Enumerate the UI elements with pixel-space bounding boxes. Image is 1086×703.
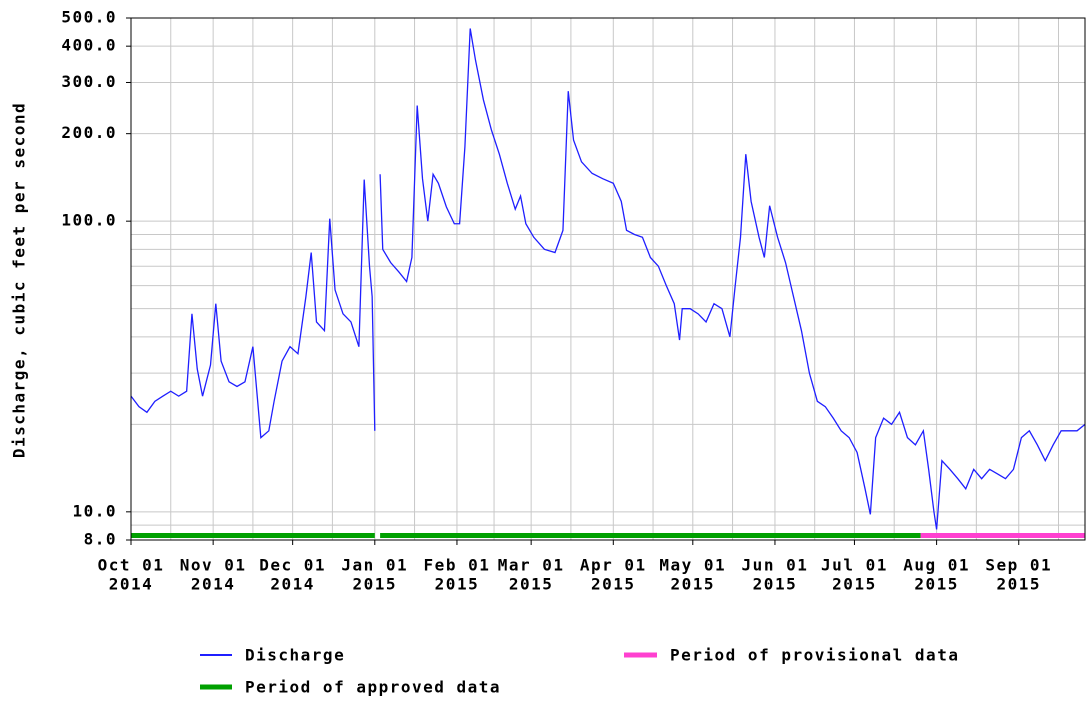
x-tick-label: 2014	[191, 575, 236, 594]
x-tick-label: Oct 01	[98, 556, 165, 575]
x-tick-label: Jan 01	[341, 556, 408, 575]
y-tick-label: 10.0	[72, 501, 117, 520]
period-bar	[380, 533, 921, 538]
y-tick-label: 100.0	[61, 211, 117, 230]
x-tick-label: Apr 01	[580, 556, 647, 575]
x-tick-label: Jun 01	[742, 556, 809, 575]
x-tick-label: 2015	[671, 575, 716, 594]
legend: Discharge Period of approved data Period o…	[200, 646, 959, 697]
plot-frame	[130, 17, 1086, 541]
x-tick-label: 2015	[914, 575, 959, 594]
x-tick-label: 2015	[353, 575, 398, 594]
x-tick-label: 2015	[435, 575, 480, 594]
x-tick-label: 2015	[753, 575, 798, 594]
line	[130, 28, 1086, 530]
legend-label: Discharge	[245, 646, 345, 665]
x-tick-label: 2015	[509, 575, 554, 594]
x-tick-label: 2015	[996, 575, 1041, 594]
legend-label: Period of provisional data	[670, 646, 959, 665]
x-tick-label: 2015	[832, 575, 877, 594]
y-tick-label: 200.0	[61, 123, 117, 142]
period-bar	[920, 533, 1085, 538]
x-tick-label: Dec 01	[259, 556, 326, 575]
x-tick-label: 2014	[109, 575, 154, 594]
y-tick-label: 8.0	[84, 530, 117, 549]
y-axis-title: Discharge, cubic feet per second	[10, 102, 29, 458]
legend-label: Period of approved data	[245, 678, 501, 697]
y-tick-label: 500.0	[61, 8, 117, 27]
period-bar	[131, 533, 375, 538]
x-tick-label: Sep 01	[985, 556, 1052, 575]
y-tick-label: 400.0	[61, 36, 117, 55]
x-tick-label: Mar 01	[498, 556, 565, 575]
x-tick-label: Nov 01	[180, 556, 247, 575]
y-tick-label: 300.0	[61, 72, 117, 91]
x-tick-label: Feb 01	[424, 556, 491, 575]
x-tick-label: Aug 01	[903, 556, 970, 575]
x-tick-label: Jul 01	[821, 556, 888, 575]
x-tick-label: 2014	[270, 575, 315, 594]
x-tick-label: 2015	[591, 575, 636, 594]
x-tick-label: May 01	[659, 556, 726, 575]
